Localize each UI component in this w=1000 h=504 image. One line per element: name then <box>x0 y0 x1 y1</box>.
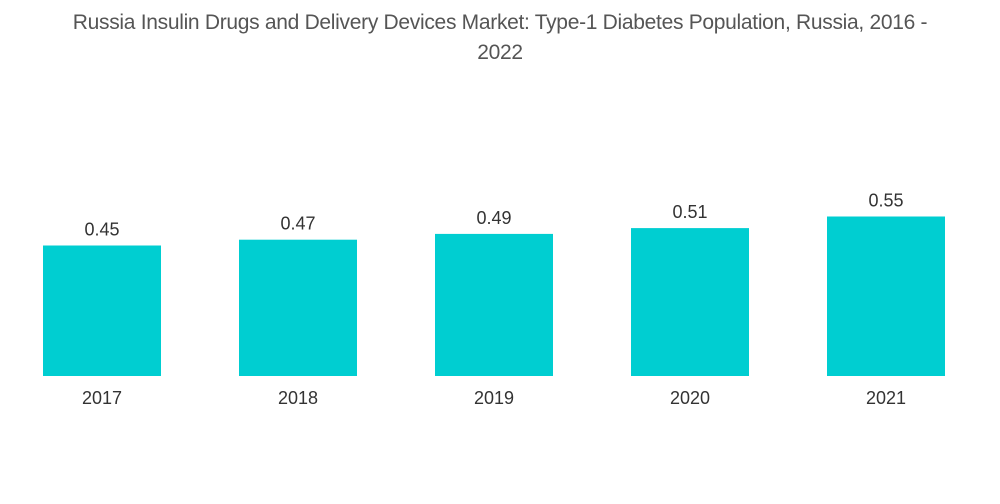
bar-2018 <box>239 239 357 376</box>
bar-2019 <box>435 233 553 376</box>
x-tick-label-2019: 2019 <box>474 388 514 408</box>
bar-2020 <box>631 228 749 376</box>
chart-title-line-1: Russia Insulin Drugs and Delivery Device… <box>72 11 928 34</box>
data-label-2018: 0.47 <box>280 214 315 234</box>
x-tick-label-2020: 2020 <box>670 388 710 408</box>
x-tick-label-2018: 2018 <box>278 388 318 408</box>
data-label-2017: 0.45 <box>84 220 119 240</box>
data-label-2021: 0.55 <box>868 191 903 211</box>
x-tick-label-2017: 2017 <box>82 388 122 408</box>
data-label-2020: 0.51 <box>672 202 707 222</box>
bar-2021 <box>827 216 945 376</box>
chart-title-line-2: 2022 <box>477 41 523 64</box>
bar-2017 <box>43 245 161 376</box>
chart-title: Russia Insulin Drugs and Delivery Device… <box>0 8 1000 68</box>
data-label-2019: 0.49 <box>476 208 511 228</box>
x-tick-label-2021: 2021 <box>866 388 906 408</box>
